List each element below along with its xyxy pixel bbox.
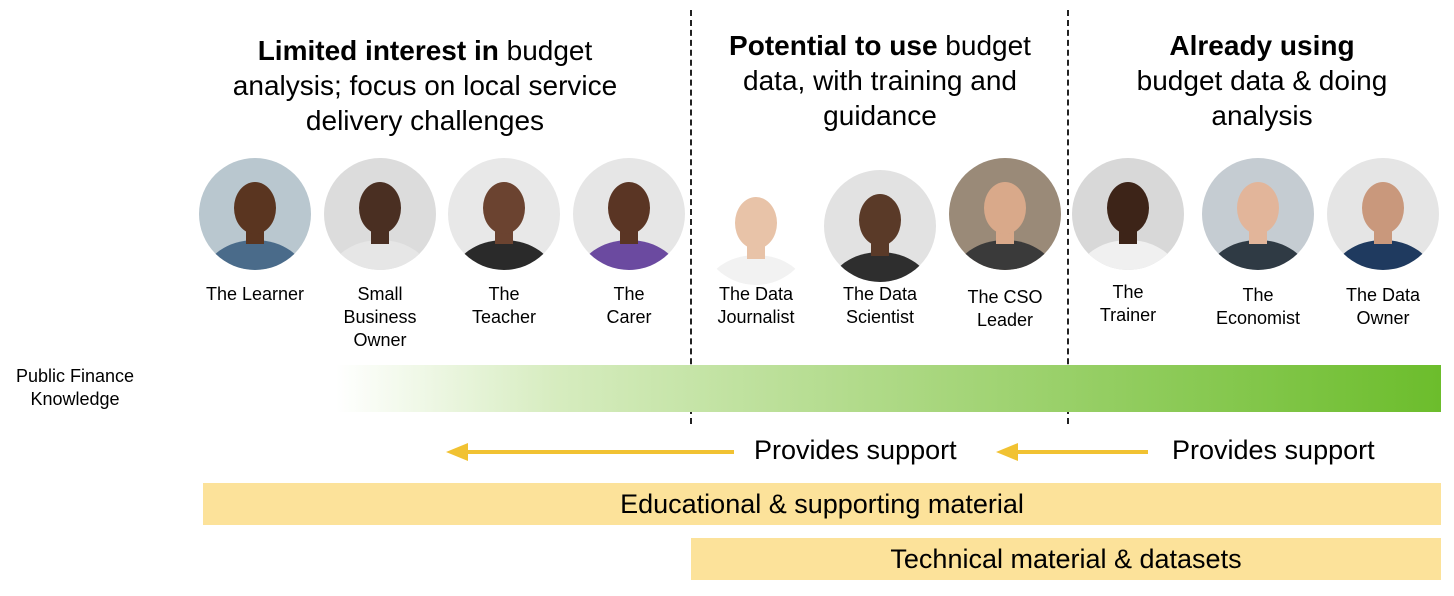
heading-potential-to-use: Potential to use budget data, with train… bbox=[729, 30, 1031, 131]
persona-name-carer: The Carer bbox=[606, 284, 652, 327]
avatar-economist bbox=[1202, 158, 1314, 270]
support-arrow-left bbox=[446, 443, 734, 461]
persona-name-small-business-owner: Small Business Owner bbox=[343, 284, 417, 350]
section-divider-left bbox=[690, 10, 692, 424]
heading-already-using: Already using budget data & doing analys… bbox=[1136, 30, 1388, 131]
provides-support-label-1: Provides support bbox=[754, 435, 957, 465]
avatar-learner bbox=[199, 158, 311, 270]
heading-limited-interest: Limited interest in budget analysis; foc… bbox=[232, 35, 618, 136]
persona-name-cso-leader: The CSO Leader bbox=[967, 287, 1043, 330]
avatar-teacher bbox=[448, 158, 560, 270]
persona-name-data-scientist: The Data Scientist bbox=[842, 284, 918, 327]
persona-name-data-owner: The Data Owner bbox=[1345, 285, 1421, 328]
avatar-small-business-owner bbox=[324, 158, 436, 270]
section-divider-right bbox=[1067, 10, 1069, 424]
educational-material-band: Educational & supporting material bbox=[203, 483, 1441, 525]
avatar-data-owner bbox=[1327, 158, 1439, 270]
persona-name-economist: The Economist bbox=[1215, 285, 1301, 328]
persona-name-teacher: The Teacher bbox=[471, 284, 537, 327]
avatar-trainer bbox=[1072, 158, 1184, 270]
persona-name-data-journalist: The Data Journalist bbox=[717, 284, 795, 327]
public-finance-knowledge-label: Public Finance Knowledge bbox=[15, 366, 135, 409]
technical-material-band: Technical material & datasets bbox=[691, 538, 1441, 580]
avatar-data-journalist bbox=[700, 173, 812, 285]
avatar-carer bbox=[573, 158, 685, 270]
avatar-cso-leader bbox=[949, 158, 1061, 270]
knowledge-gradient-bar bbox=[336, 365, 1441, 412]
persona-name-trainer: The Trainer bbox=[1099, 282, 1157, 325]
support-arrow-right bbox=[996, 443, 1148, 461]
avatar-data-scientist bbox=[824, 170, 936, 282]
provides-support-label-2: Provides support bbox=[1172, 435, 1375, 465]
persona-name-learner: The Learner bbox=[205, 284, 305, 304]
